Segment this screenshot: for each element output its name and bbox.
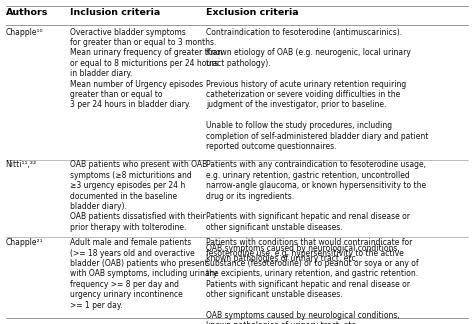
Text: Inclusion criteria: Inclusion criteria: [70, 8, 160, 17]
Text: Chapple²¹: Chapple²¹: [6, 238, 43, 247]
Text: Overactive bladder symptoms
for greater than or equal to 3 months.
Mean urinary : Overactive bladder symptoms for greater …: [70, 28, 222, 109]
Text: Chapple¹⁰: Chapple¹⁰: [6, 28, 43, 37]
Text: Exclusion criteria: Exclusion criteria: [206, 8, 299, 17]
Text: Nitti¹¹,²²: Nitti¹¹,²²: [6, 160, 37, 169]
Text: Authors: Authors: [6, 8, 48, 17]
Text: Patients with any contraindication to fesoterodine usage,
e.g. urinary retention: Patients with any contraindication to fe…: [206, 160, 426, 263]
Text: Patients with conditions that would contraindicate for
fesoterodine use, e.g. hy: Patients with conditions that would cont…: [206, 238, 419, 324]
Text: Contraindication to fesoterodine (antimuscarinics).

Known etiology of OAB (e.g.: Contraindication to fesoterodine (antimu…: [206, 28, 428, 151]
Text: Adult male and female patients
(>= 18 years old and overactive
bladder (OAB) pat: Adult male and female patients (>= 18 ye…: [70, 238, 218, 309]
Text: OAB patients who present with OAB
symptoms (≥8 micturitions and
≥3 urgency episo: OAB patients who present with OAB sympto…: [70, 160, 208, 232]
